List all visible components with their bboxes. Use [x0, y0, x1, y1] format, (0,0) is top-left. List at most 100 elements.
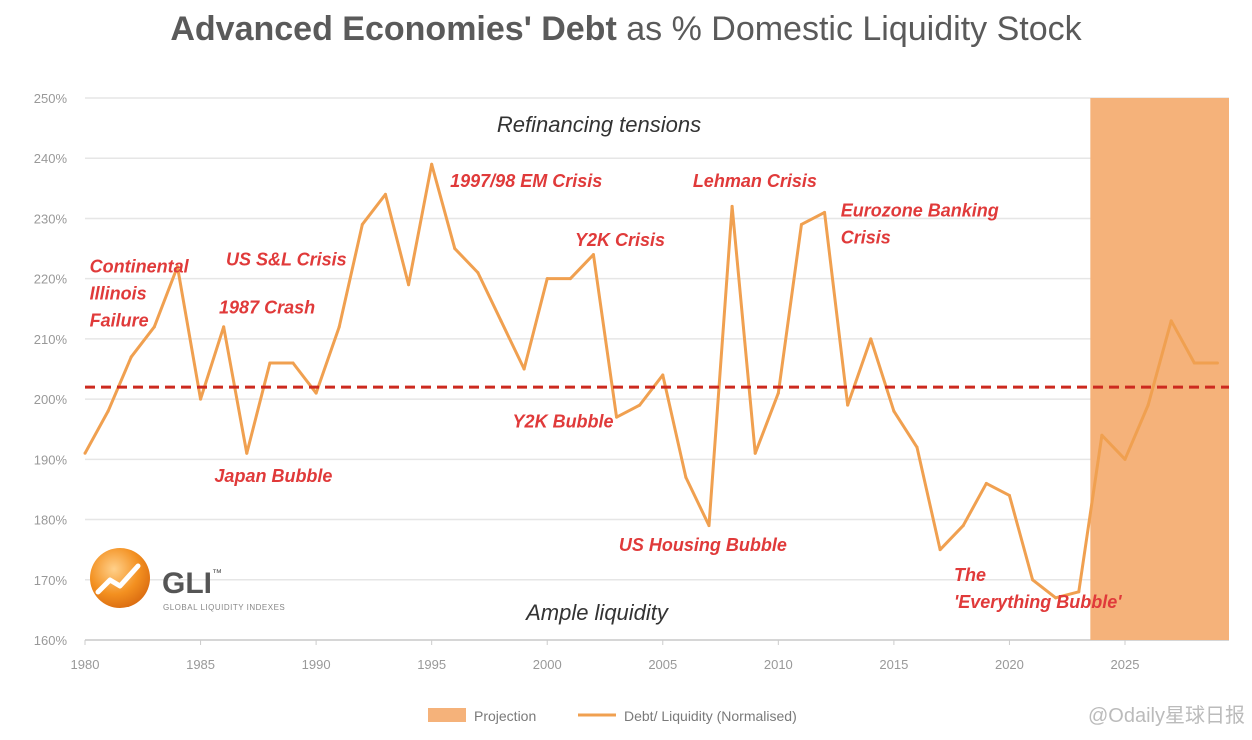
gli-logo-sphere-icon	[90, 548, 150, 608]
y-tick-label: 210%	[34, 332, 68, 347]
annotation-line: Continental	[90, 257, 190, 277]
annotation-line: 'Everything Bubble'	[954, 592, 1122, 612]
data-point	[730, 204, 734, 208]
data-point	[1077, 590, 1081, 594]
gli-logo: GLI ™ GLOBAL LIQUIDITY INDEXES	[90, 548, 285, 612]
y-tick-label: 180%	[34, 513, 68, 528]
gli-logo-subtitle: GLOBAL LIQUIDITY INDEXES	[163, 603, 285, 612]
data-point	[245, 451, 249, 455]
gli-logo-trend-icon	[95, 563, 141, 595]
x-tick-label: 2000	[533, 657, 562, 672]
y-tick-label: 250%	[34, 91, 68, 106]
zone-label-refinancing: Refinancing tensions	[497, 112, 701, 137]
annotation-label: Lehman Crisis	[693, 171, 817, 191]
data-point	[799, 222, 803, 226]
gli-logo-tm: ™	[212, 568, 222, 579]
annotations: Continental Illinois Failure US S&L Crisis 1…	[90, 171, 1123, 612]
data-point	[846, 403, 850, 407]
gli-logo-text: GLI	[162, 567, 212, 600]
data-point	[268, 361, 272, 365]
zone-label-ample-liquidity: Ample liquidity	[524, 600, 670, 625]
data-point	[568, 277, 572, 281]
data-point	[199, 397, 203, 401]
data-point	[615, 415, 619, 419]
x-tick-label: 1995	[417, 657, 446, 672]
data-point	[1100, 433, 1104, 437]
series-points	[83, 162, 1219, 600]
data-point	[291, 361, 295, 365]
chart-title: Advanced Economies' Debt as % Domestic L…	[0, 10, 1252, 49]
legend-label-projection: Projection	[474, 708, 536, 724]
data-point	[1054, 596, 1058, 600]
x-tick-label: 2025	[1111, 657, 1140, 672]
data-point	[545, 277, 549, 281]
data-point	[938, 548, 942, 552]
annotation-line: Illinois	[90, 284, 147, 304]
annotation-line: US S&L Crisis	[226, 249, 347, 269]
data-point	[1007, 493, 1011, 497]
legend: Projection Debt/ Liquidity (Normalised)	[428, 708, 797, 724]
data-point	[1192, 361, 1196, 365]
x-axis: 1980 1985 1990 1995 2000 2005 2010 2015 2020 2025	[71, 640, 1140, 672]
data-point	[1146, 403, 1150, 407]
data-point	[383, 192, 387, 196]
chart-title-bold: Advanced Economies' Debt	[170, 10, 617, 48]
y-tick-label: 170%	[34, 573, 68, 588]
data-point	[869, 337, 873, 341]
data-point	[314, 391, 318, 395]
annotation-line: Eurozone Banking	[841, 201, 999, 221]
data-point	[476, 271, 480, 275]
data-point	[1123, 457, 1127, 461]
data-point	[83, 451, 87, 455]
annotation-line: Lehman Crisis	[693, 171, 817, 191]
annotation-label: Japan Bubble	[214, 466, 332, 486]
data-point	[753, 451, 757, 455]
data-point	[776, 391, 780, 395]
data-point	[984, 481, 988, 485]
watermark: @Odaily星球日报	[1088, 704, 1245, 727]
grid-lines	[85, 97, 1229, 641]
data-point	[1169, 319, 1173, 323]
annotation-label: 1997/98 EM Crisis	[450, 171, 602, 191]
data-point	[430, 162, 434, 166]
annotation-line: 1987 Crash	[219, 298, 315, 318]
annotation-line: 1997/98 EM Crisis	[450, 171, 602, 191]
annotation-label: Eurozone Banking Crisis	[841, 201, 999, 248]
annotation-line: US Housing Bubble	[619, 535, 787, 555]
y-tick-label: 160%	[34, 633, 68, 648]
legend-swatch-projection	[428, 708, 466, 722]
annotation-label: The 'Everything Bubble'	[954, 565, 1122, 612]
annotation-line: The	[954, 565, 986, 585]
data-point	[1215, 361, 1219, 365]
data-point	[175, 265, 179, 269]
annotation-label: Y2K Crisis	[575, 230, 665, 250]
data-point	[684, 475, 688, 479]
annotation-line: Y2K Bubble	[513, 411, 614, 431]
data-point	[823, 210, 827, 214]
x-tick-label: 2020	[995, 657, 1024, 672]
data-point	[129, 355, 133, 359]
data-point	[591, 253, 595, 257]
x-tick-label: 2005	[648, 657, 677, 672]
data-point	[106, 409, 110, 413]
data-point	[499, 319, 503, 323]
data-point	[360, 222, 364, 226]
data-point	[453, 247, 457, 251]
series-line-debt-liquidity	[83, 162, 1218, 600]
y-tick-label: 230%	[34, 211, 68, 226]
data-point	[222, 325, 226, 329]
y-tick-label: 200%	[34, 392, 68, 407]
annotation-line: Japan Bubble	[214, 466, 332, 486]
annotation-label: US S&L Crisis	[226, 249, 347, 269]
data-point	[337, 325, 341, 329]
annotation-label: US Housing Bubble	[619, 535, 787, 555]
data-point	[892, 409, 896, 413]
data-point	[707, 524, 711, 528]
legend-label-series: Debt/ Liquidity (Normalised)	[624, 708, 797, 724]
data-point	[661, 373, 665, 377]
annotation-label: 1987 Crash	[219, 298, 315, 318]
annotation-line: Crisis	[841, 228, 891, 248]
data-point	[522, 367, 526, 371]
data-point	[1031, 578, 1035, 582]
